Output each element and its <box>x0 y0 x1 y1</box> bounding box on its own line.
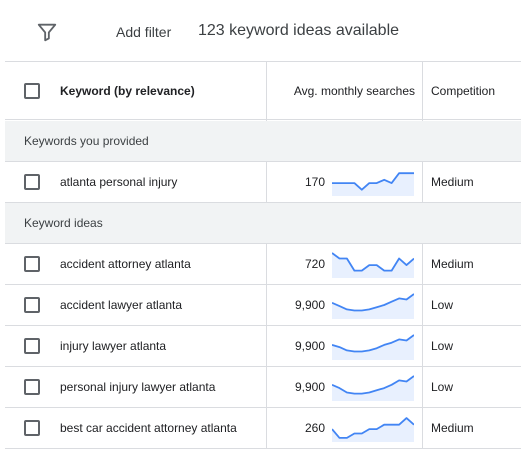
sparkline-line <box>332 293 414 312</box>
column-divider <box>422 244 423 449</box>
table-row[interactable]: accident attorney atlanta 720 Medium <box>5 244 521 285</box>
table-row[interactable]: accident lawyer atlanta 9,900 Low <box>5 285 521 326</box>
table-row[interactable]: personal injury lawyer atlanta 9,900 Low <box>5 367 521 408</box>
sparkline-line <box>332 252 414 272</box>
row-checkbox[interactable] <box>24 338 40 354</box>
sparkline-area <box>332 418 414 442</box>
competition-value: Low <box>431 298 454 312</box>
sparkline-area <box>332 335 414 360</box>
filter-funnel-icon[interactable] <box>36 21 58 43</box>
trend-sparkline <box>332 293 414 319</box>
trend-sparkline <box>332 334 414 360</box>
section-keyword-ideas: Keyword ideas <box>5 203 521 244</box>
competition-column-header[interactable]: Competition <box>431 84 496 98</box>
keyword-column-header[interactable]: Keyword (by relevance) <box>60 84 195 98</box>
competition-value: Low <box>431 380 454 394</box>
keyword-text: injury lawyer atlanta <box>60 339 167 353</box>
section-keywords-provided: Keywords you provided <box>5 121 521 162</box>
competition-value: Medium <box>431 421 474 435</box>
table-row[interactable]: atlanta personal injury 170 Medium <box>5 162 521 203</box>
monthly-searches-value: 170 <box>304 175 325 189</box>
keyword-text: best car accident attorney atlanta <box>60 421 237 435</box>
table-row[interactable]: best car accident attorney atlanta 260 Med… <box>5 408 521 449</box>
keyword-text: personal injury lawyer atlanta <box>60 380 216 394</box>
column-divider <box>266 244 267 449</box>
keyword-text: accident attorney atlanta <box>60 257 191 271</box>
competition-value: Low <box>431 339 454 353</box>
sparkline-line <box>332 375 414 395</box>
sparkline-area <box>332 376 414 401</box>
row-checkbox[interactable] <box>24 297 40 313</box>
sparkline-line <box>332 172 414 191</box>
keyword-text: accident lawyer atlanta <box>60 298 183 312</box>
trend-sparkline <box>332 252 414 278</box>
competition-value: Medium <box>431 175 474 189</box>
monthly-searches-value: 9,900 <box>294 339 325 353</box>
table-row[interactable]: injury lawyer atlanta 9,900 Low <box>5 326 521 367</box>
monthly-searches-value: 720 <box>304 257 325 271</box>
row-checkbox[interactable] <box>24 379 40 395</box>
sparkline-line <box>332 417 414 439</box>
monthly-searches-value: 9,900 <box>294 380 325 394</box>
toolbar: Add filter 123 keyword ideas available <box>0 0 523 61</box>
column-divider <box>422 62 423 121</box>
row-checkbox[interactable] <box>24 174 40 190</box>
keyword-text: atlanta personal injury <box>60 175 178 189</box>
row-checkbox[interactable] <box>24 256 40 272</box>
column-divider <box>266 162 267 203</box>
trend-sparkline <box>332 172 414 196</box>
section-label: Keyword ideas <box>24 216 103 230</box>
monthly-searches-value: 260 <box>304 421 325 435</box>
trend-sparkline <box>332 375 414 401</box>
sparkline-area <box>332 173 414 196</box>
column-divider <box>266 62 267 121</box>
column-divider <box>422 162 423 203</box>
add-filter-button[interactable]: Add filter <box>116 24 172 40</box>
keyword-table: Keyword (by relevance) Avg. monthly sear… <box>5 61 521 449</box>
sparkline-area <box>332 294 414 319</box>
table-header-row: Keyword (by relevance) Avg. monthly sear… <box>5 62 521 120</box>
keyword-ideas-count: 123 keyword ideas available <box>198 22 400 39</box>
searches-column-header[interactable]: Avg. monthly searches <box>293 84 415 98</box>
monthly-searches-value: 9,900 <box>294 298 325 312</box>
section-label: Keywords you provided <box>24 134 149 148</box>
select-all-checkbox[interactable] <box>24 83 40 99</box>
trend-sparkline <box>332 417 414 442</box>
competition-value: Medium <box>431 257 474 271</box>
row-checkbox[interactable] <box>24 420 40 436</box>
sparkline-line <box>332 334 414 353</box>
